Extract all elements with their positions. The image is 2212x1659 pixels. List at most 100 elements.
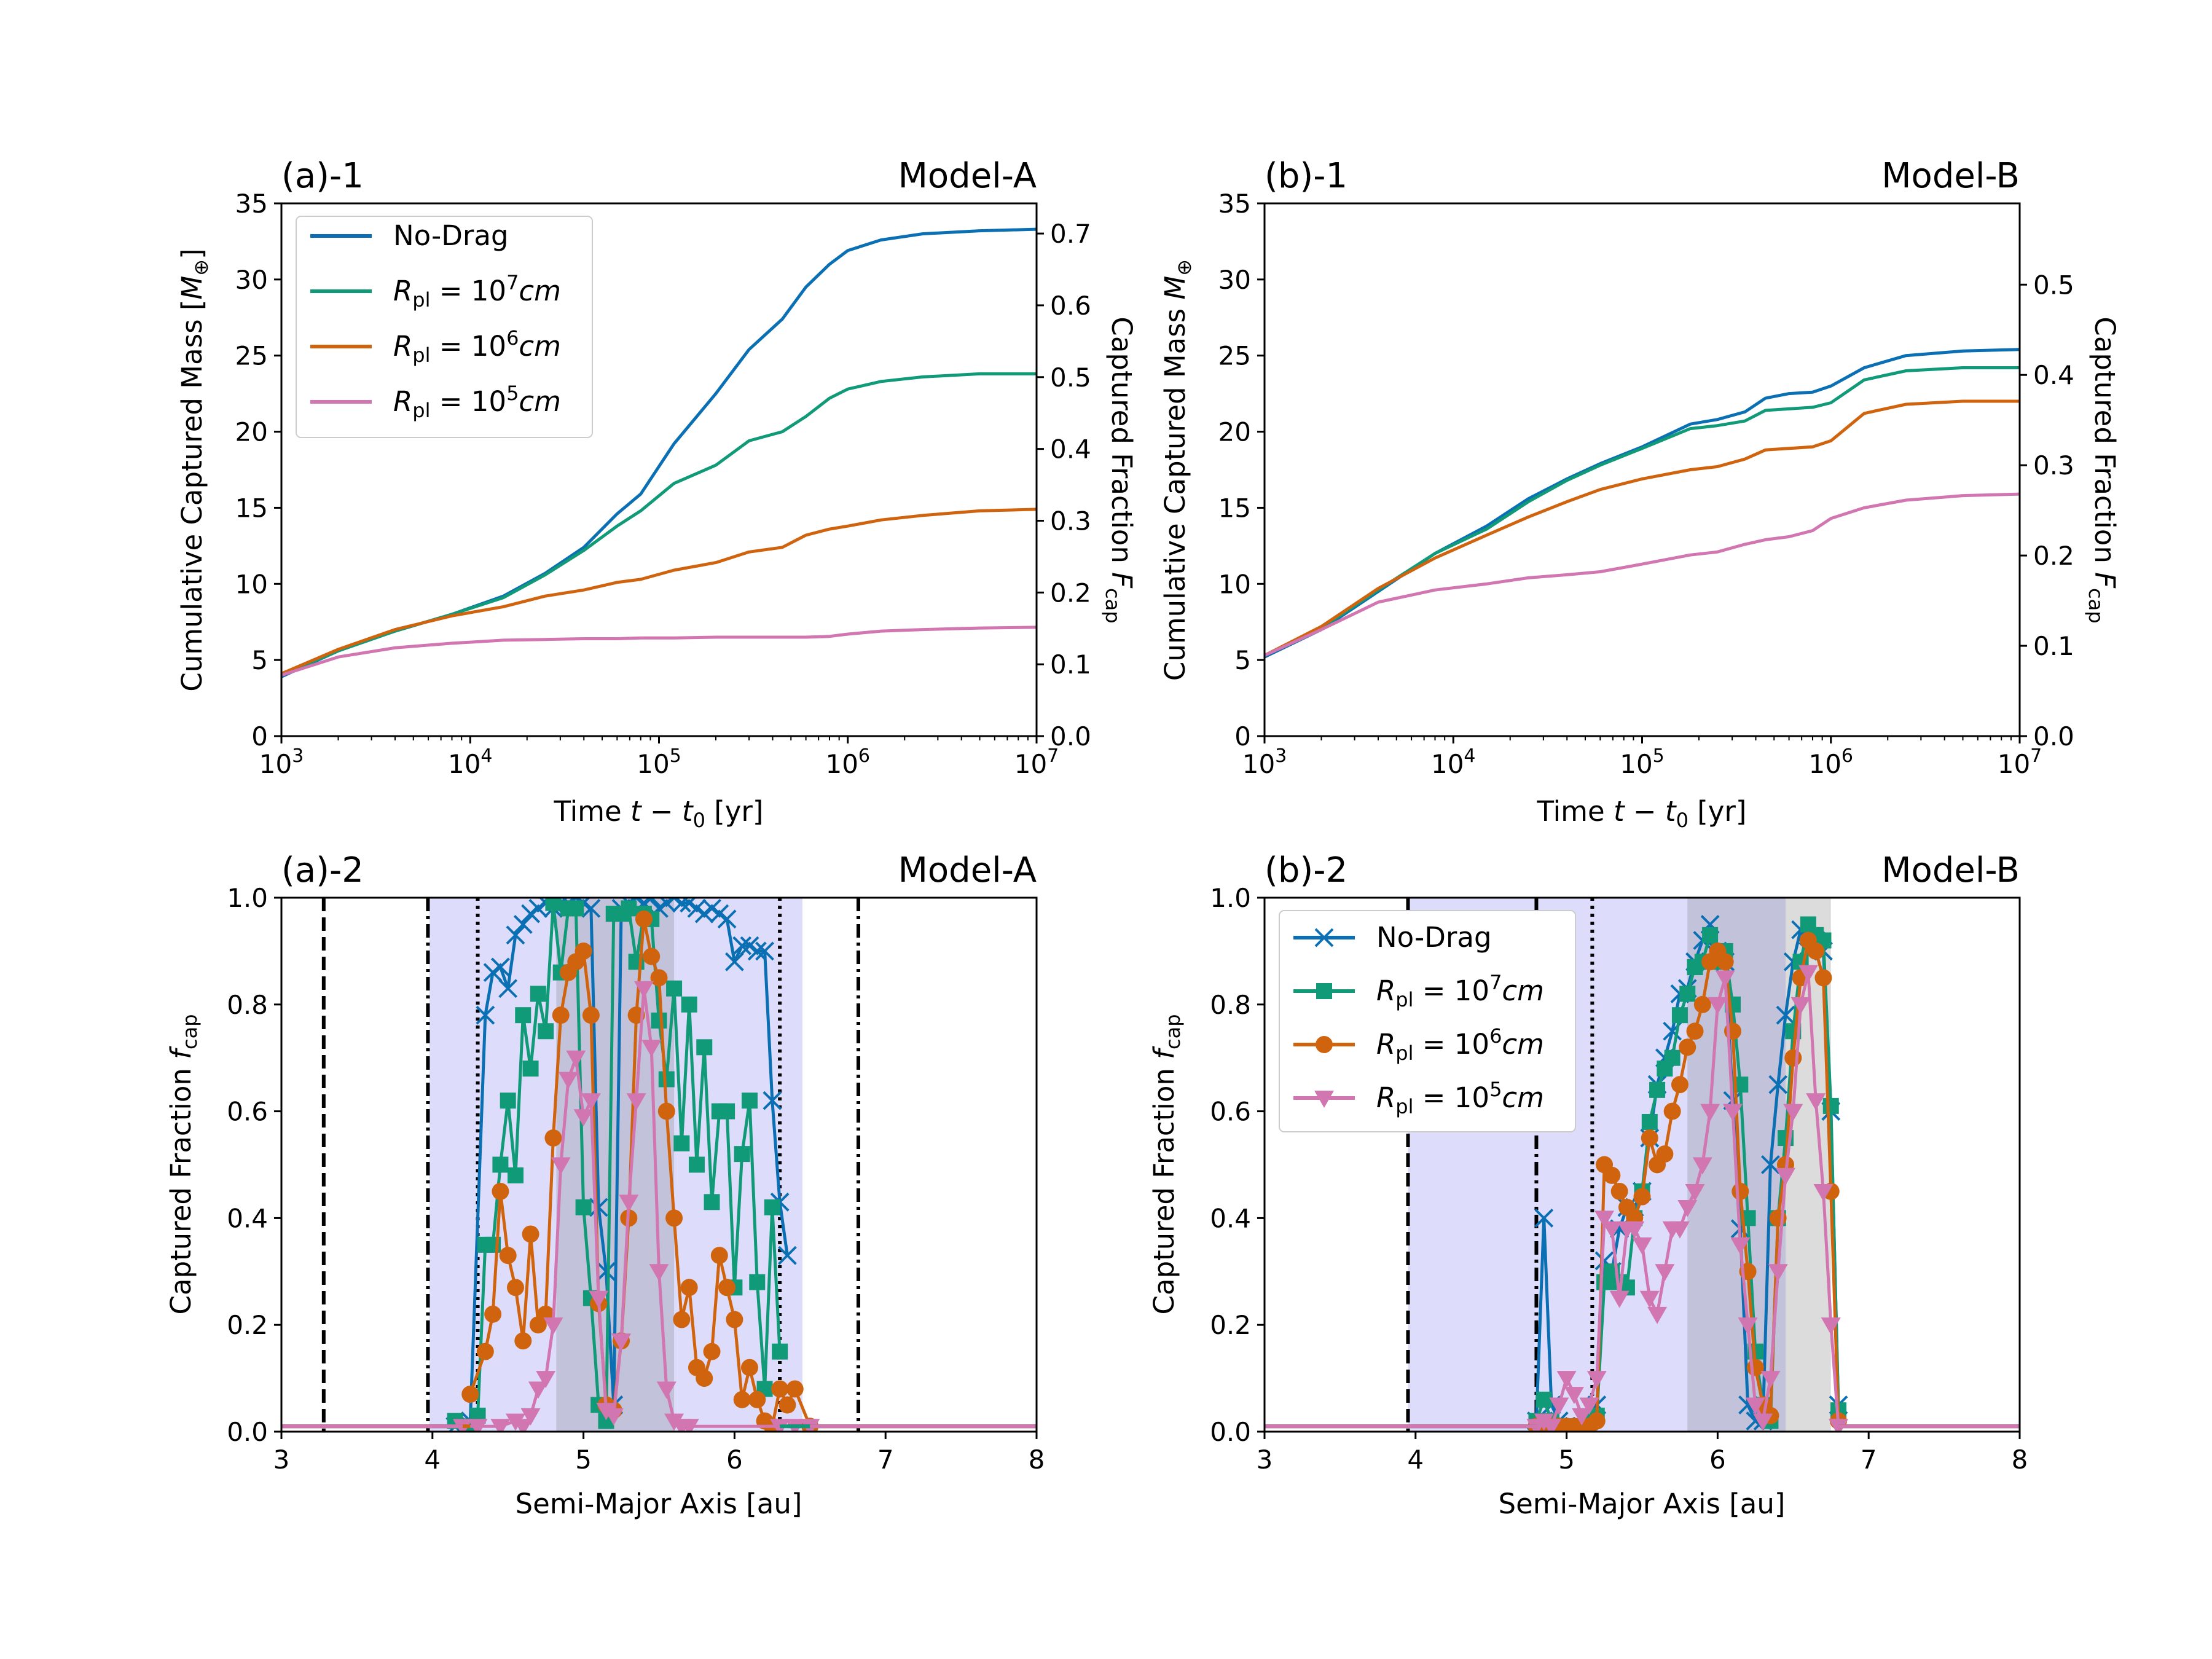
- data-point-r5: [566, 1050, 586, 1068]
- data-point-r5: [520, 1408, 541, 1426]
- data-point-r5: [603, 1408, 624, 1426]
- y2-tick-label: 0.4: [2033, 360, 2074, 390]
- x-tick-label: 107: [1998, 745, 2042, 779]
- panel-a1-y2-axis-label: Captured Fraction Fcap: [1101, 316, 1138, 623]
- data-point-r7: [749, 1274, 766, 1290]
- data-point-r7: [1641, 1113, 1658, 1130]
- panel-a2-captured-fraction-model-a: 3 4 5 6 7 8 0.0 0.2 0.4 0.6 0.8 1.0 (a)-2 Model-A S…: [165, 850, 1045, 1520]
- data-point-r5: [1798, 965, 1818, 982]
- y-tick-label: 0.6: [1210, 1097, 1251, 1127]
- data-point-r7: [704, 1194, 720, 1210]
- data-point-nodrag: [476, 1005, 495, 1025]
- y-tick-label: 20: [1218, 417, 1251, 447]
- legend2-marker-glyph-nodrag: [1314, 928, 1334, 947]
- data-point-r5: [1760, 1371, 1781, 1389]
- data-point-r5: [1768, 1264, 1788, 1282]
- data-point-r7: [719, 1103, 735, 1120]
- legend2-label-r7: Rpl = 107cm: [1376, 971, 1544, 1011]
- panel-a1-y-axis-label: Cumulative Captured Mass [M⊕]: [176, 248, 213, 691]
- data-point-nodrag: [597, 1261, 616, 1281]
- y-tick-label: 1.0: [1210, 883, 1251, 913]
- data-point-nodrag: [641, 898, 661, 908]
- data-point-r6: [514, 1332, 532, 1350]
- y-tick-label: 0.2: [1210, 1310, 1251, 1340]
- legend-label-r5: Rpl = 105cm: [393, 382, 561, 422]
- data-point-r7: [545, 898, 562, 911]
- y-tick-label: 20: [235, 417, 268, 447]
- data-point-r6: [748, 1390, 766, 1408]
- y-tick-label: 0.0: [1210, 1417, 1251, 1447]
- data-point-r7: [764, 1199, 780, 1216]
- data-point-r7: [1649, 1081, 1666, 1098]
- data-point-r5: [1542, 1419, 1562, 1432]
- data-point-nodrag: [724, 952, 744, 971]
- data-point-nodrag: [778, 1245, 797, 1265]
- y-tick-label: 0.8: [227, 990, 268, 1020]
- data-point-r6: [696, 1370, 713, 1387]
- x-tick-label: 4: [424, 1445, 441, 1475]
- data-point-r5: [1745, 1397, 1765, 1415]
- data-point-r6: [484, 1305, 502, 1323]
- data-point-nodrag: [506, 925, 525, 945]
- data-point-r5: [513, 1419, 533, 1432]
- data-point-r6: [703, 1343, 721, 1360]
- data-point-r7: [1679, 986, 1696, 1002]
- panel-a1-title-right: Model-A: [898, 156, 1037, 196]
- legend2-marker-glyph-r6: [1316, 1036, 1333, 1053]
- legend-label-nodrag: No-Drag: [393, 219, 509, 252]
- data-point-r7: [688, 1156, 705, 1173]
- data-point-r7: [1671, 1007, 1688, 1024]
- y2-tick-label: 0.5: [2033, 270, 2074, 300]
- x-tick-label: 107: [1014, 745, 1059, 779]
- x-tick-label: 7: [877, 1445, 894, 1475]
- y-tick-label: 0.8: [1210, 990, 1251, 1020]
- data-point-r5: [589, 1290, 609, 1308]
- data-point-r6: [1732, 1182, 1749, 1200]
- data-point-r5: [611, 1333, 632, 1351]
- data-point-r6: [1633, 1188, 1651, 1206]
- legend2-marker-r5: [1314, 1091, 1334, 1108]
- data-point-r6: [650, 969, 668, 987]
- data-point-r5: [1738, 1317, 1758, 1335]
- legend-label-r6: Rpl = 106cm: [393, 326, 561, 367]
- data-point-r5: [543, 1317, 563, 1335]
- data-point-r6: [1693, 995, 1711, 1013]
- data-point-r6: [710, 1247, 728, 1265]
- legend2-marker-r7: [1316, 983, 1332, 999]
- data-point-r7: [507, 1167, 524, 1183]
- panel-b2-y-axis-label: Captured Fraction fcap: [1148, 1014, 1185, 1314]
- panel-b2-legend: No-Drag Rpl = 107cm Rpl = 106cm Rpl = 10…: [1279, 910, 1576, 1132]
- data-point-r5: [1572, 1408, 1592, 1426]
- panel-a1-legend: No-Drag Rpl = 107cm Rpl = 106cm Rpl = 10…: [296, 216, 593, 438]
- x-tick-label: 5: [1558, 1445, 1575, 1475]
- data-point-nodrag: [1761, 1155, 1780, 1174]
- data-point-r5: [1556, 1371, 1577, 1389]
- data-point-r5: [536, 1371, 556, 1389]
- panel-a2-title-left: (a)-2: [281, 850, 364, 890]
- x-tick-label: 103: [1242, 745, 1287, 779]
- legend2-marker-glyph-r5: [1314, 1091, 1334, 1108]
- data-point-r5: [1609, 1290, 1630, 1308]
- data-point-r5: [1549, 1397, 1569, 1415]
- data-point-r6: [680, 1279, 698, 1296]
- data-point-r6: [786, 1380, 804, 1398]
- data-point-nodrag: [1768, 1075, 1788, 1094]
- data-point-r5: [1625, 1221, 1645, 1239]
- y-tick-label: 1.0: [227, 883, 268, 913]
- data-point-r6: [643, 947, 661, 965]
- data-point-r6: [673, 1311, 691, 1328]
- panel-a1-cumulative-mass-model-a: 103 104 105 106 107 0 5 10 15 20 25 30 35 0.0 0.1 0.2 0.…: [176, 156, 1138, 832]
- data-point-r5: [1813, 1183, 1834, 1201]
- data-point-r7: [1535, 1391, 1552, 1408]
- panel-b1-x-axis-label: Time t − t0 [yr]: [1537, 795, 1747, 832]
- y-tick-label: 5: [251, 645, 268, 675]
- y2-tick-label: 0.4: [1050, 434, 1091, 465]
- data-point-nodrag: [513, 915, 533, 934]
- data-point-r5: [468, 1419, 488, 1432]
- panel-a2-x-axis-label: Semi-Major Axis [au]: [516, 1488, 802, 1520]
- x-tick-label: 7: [1861, 1445, 1877, 1475]
- data-point-r7: [621, 900, 637, 917]
- x-tick-label: 6: [1709, 1445, 1726, 1475]
- y-tick-label: 0: [1234, 721, 1251, 751]
